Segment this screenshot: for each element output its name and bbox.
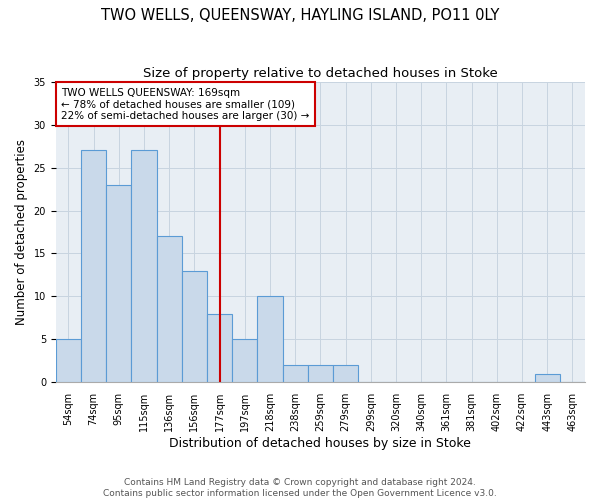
- Text: Contains HM Land Registry data © Crown copyright and database right 2024.
Contai: Contains HM Land Registry data © Crown c…: [103, 478, 497, 498]
- Y-axis label: Number of detached properties: Number of detached properties: [15, 139, 28, 325]
- Bar: [257, 296, 283, 382]
- Title: Size of property relative to detached houses in Stoke: Size of property relative to detached ho…: [143, 68, 498, 80]
- Text: TWO WELLS QUEENSWAY: 169sqm
← 78% of detached houses are smaller (109)
22% of se: TWO WELLS QUEENSWAY: 169sqm ← 78% of det…: [61, 88, 310, 121]
- Bar: [535, 374, 560, 382]
- Bar: [283, 365, 308, 382]
- Bar: [308, 365, 333, 382]
- Bar: [131, 150, 157, 382]
- Bar: [207, 314, 232, 382]
- Bar: [56, 340, 81, 382]
- X-axis label: Distribution of detached houses by size in Stoke: Distribution of detached houses by size …: [169, 437, 472, 450]
- Bar: [157, 236, 182, 382]
- Bar: [81, 150, 106, 382]
- Bar: [232, 340, 257, 382]
- Bar: [182, 270, 207, 382]
- Text: TWO WELLS, QUEENSWAY, HAYLING ISLAND, PO11 0LY: TWO WELLS, QUEENSWAY, HAYLING ISLAND, PO…: [101, 8, 499, 22]
- Bar: [106, 185, 131, 382]
- Bar: [333, 365, 358, 382]
